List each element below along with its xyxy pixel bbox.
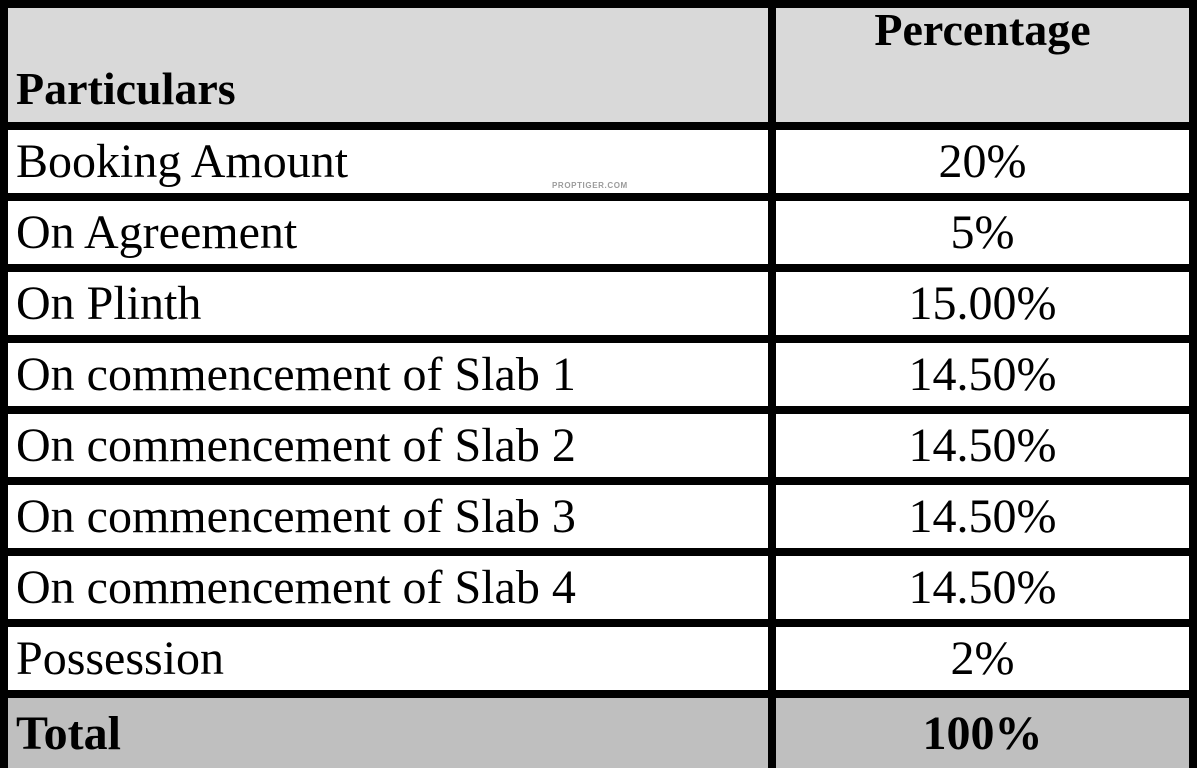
particulars-cell: On commencement of Slab 1 bbox=[0, 335, 777, 414]
table-total-row: Total 100% bbox=[0, 690, 1197, 768]
percentage-cell: 14.50% bbox=[768, 335, 1197, 414]
column-header-particulars: Particulars bbox=[0, 0, 777, 130]
table-row: Possession 2% bbox=[0, 619, 1197, 698]
total-label-cell: Total bbox=[0, 690, 777, 768]
table-row: Booking Amount 20% bbox=[0, 122, 1197, 201]
percentage-cell: 14.50% bbox=[768, 406, 1197, 485]
particulars-cell: On Agreement bbox=[0, 193, 777, 272]
total-value-cell: 100% bbox=[768, 690, 1197, 768]
percentage-cell: 5% bbox=[768, 193, 1197, 272]
particulars-cell: Booking Amount bbox=[0, 122, 777, 201]
particulars-cell: On commencement of Slab 2 bbox=[0, 406, 777, 485]
table-row: On Agreement 5% bbox=[0, 193, 1197, 272]
particulars-cell: On commencement of Slab 4 bbox=[0, 548, 777, 627]
column-header-percentage: Percentage bbox=[768, 0, 1197, 130]
percentage-cell: 20% bbox=[768, 122, 1197, 201]
percentage-cell: 15.00% bbox=[768, 264, 1197, 343]
table-row: On commencement of Slab 4 14.50% bbox=[0, 548, 1197, 627]
table-header-row: Particulars Percentage bbox=[0, 0, 1197, 130]
table-row: On commencement of Slab 1 14.50% bbox=[0, 335, 1197, 414]
table-row: On commencement of Slab 3 14.50% bbox=[0, 477, 1197, 556]
particulars-cell: On Plinth bbox=[0, 264, 777, 343]
particulars-cell: Possession bbox=[0, 619, 777, 698]
table-row: On Plinth 15.00% bbox=[0, 264, 1197, 343]
percentage-cell: 2% bbox=[768, 619, 1197, 698]
percentage-cell: 14.50% bbox=[768, 548, 1197, 627]
particulars-cell: On commencement of Slab 3 bbox=[0, 477, 777, 556]
table-row: On commencement of Slab 2 14.50% bbox=[0, 406, 1197, 485]
percentage-cell: 14.50% bbox=[768, 477, 1197, 556]
